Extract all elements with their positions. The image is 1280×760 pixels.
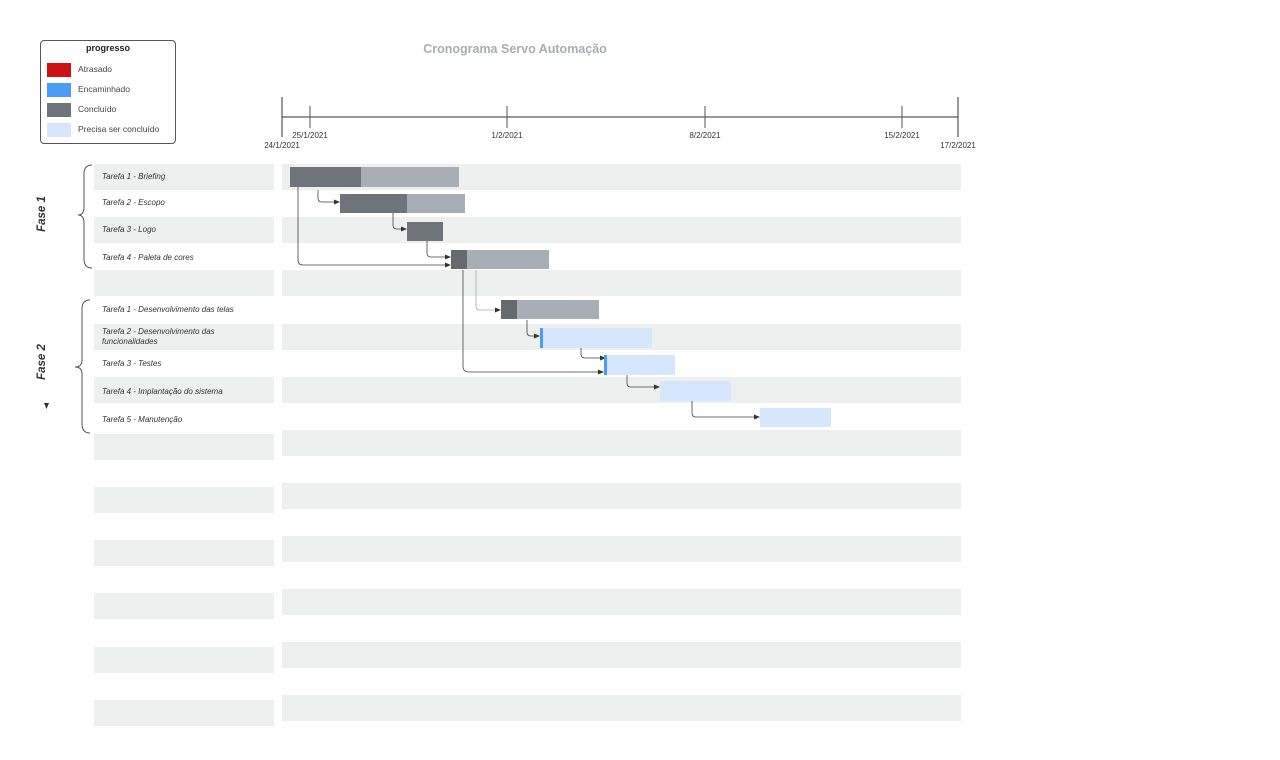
task-label-f2-t3: Tarefa 3 - Testes xyxy=(102,359,162,368)
legend-label: Encaminhado xyxy=(78,84,130,94)
task-label-f1-t3: Tarefa 3 - Logo xyxy=(102,225,156,234)
task-row-label-bg xyxy=(94,270,274,296)
tick-label: 25/1/2021 xyxy=(292,131,328,140)
task-row-label-bg xyxy=(94,593,274,619)
task-label-f1-t1: Tarefa 1 - Briefing xyxy=(102,172,166,181)
arrow-head-icon xyxy=(334,199,340,205)
arrow-head-icon xyxy=(654,384,660,390)
gantt-bar-done[interactable] xyxy=(501,300,517,319)
task-label-f2-t4: Tarefa 4 - Implantação do sistema xyxy=(102,387,223,396)
gantt-row-bg xyxy=(282,589,961,615)
gantt-bar-todo[interactable] xyxy=(760,408,831,427)
gantt-bar-done[interactable] xyxy=(290,167,361,187)
gantt-bar-in-progress[interactable] xyxy=(604,355,607,375)
gantt-row-bg xyxy=(282,642,961,668)
dependency-line xyxy=(526,320,536,337)
task-row-label-bg xyxy=(94,217,274,243)
task-row-label-bg xyxy=(94,540,274,566)
tick-label: 24/1/2021 xyxy=(264,141,300,150)
task-label-f1-t2: Tarefa 2 - Escopo xyxy=(102,198,165,207)
dependency-line xyxy=(691,401,756,418)
gantt-bar-in-progress[interactable] xyxy=(540,328,543,348)
gantt-row-bg xyxy=(282,377,961,403)
legend-swatch-red xyxy=(47,63,71,77)
legend-swatch-blue xyxy=(47,83,71,97)
chart-title: Cronograma Servo Automação xyxy=(423,42,607,56)
task-label-f2-t1: Tarefa 1 - Desenvolvimento das telas xyxy=(102,305,234,314)
gantt-row-bg xyxy=(282,270,961,296)
gantt-bar-todo[interactable] xyxy=(607,355,675,375)
gantt-bar-todo[interactable] xyxy=(543,328,652,348)
gantt-bar-done[interactable] xyxy=(340,194,407,213)
arrow-head-icon xyxy=(401,226,407,232)
gantt-row-bg xyxy=(282,536,961,562)
legend-title: progresso xyxy=(85,43,130,53)
gantt-bar-remaining[interactable] xyxy=(467,250,549,269)
gantt-row-bg xyxy=(282,695,961,721)
legend-item-precisa: Precisa ser concluído xyxy=(47,123,171,137)
legend-label: Precisa ser concluído xyxy=(78,124,160,134)
tick-label: 17/2/2021 xyxy=(940,141,976,150)
dependency-line xyxy=(580,348,602,359)
tick-label: 8/2/2021 xyxy=(689,131,721,140)
arrow-head-icon xyxy=(445,254,451,260)
gantt-bar-todo[interactable] xyxy=(660,381,731,401)
task-row-label-bg xyxy=(94,647,274,673)
marker-triangle-icon xyxy=(44,403,49,409)
legend-label: Concluído xyxy=(78,104,117,114)
legend-label: Atrasado xyxy=(78,64,113,74)
gantt-row-bg xyxy=(282,430,961,456)
arrow-head-icon xyxy=(495,307,501,313)
task-row-label-bg xyxy=(94,164,274,190)
arrow-head-icon xyxy=(754,414,760,420)
task-label-f1-t4: Tarefa 4 - Paleta de cores xyxy=(102,253,194,262)
gantt-row-bg xyxy=(282,483,961,509)
legend-swatch-lightblue xyxy=(47,123,71,137)
gantt-bar-remaining[interactable] xyxy=(407,194,465,213)
dependency-line xyxy=(475,270,497,311)
arrow-head-icon xyxy=(598,369,604,375)
legend-item-encaminhado: Encaminhado xyxy=(47,83,171,97)
dependency-line xyxy=(626,375,656,388)
dependency-line xyxy=(462,270,600,373)
task-row-label-bg xyxy=(94,487,274,513)
legend-swatch-gray xyxy=(47,103,71,117)
gantt-bar-done[interactable] xyxy=(451,250,467,269)
legend: progresso Atrasado Encaminhado Concluído… xyxy=(40,40,176,144)
dependency-line xyxy=(297,187,447,266)
gantt-bar-done[interactable] xyxy=(407,222,443,241)
dependency-line xyxy=(317,190,336,203)
gantt-row-bg xyxy=(282,217,961,243)
task-label-f2-t2: Tarefa 2 - Desenvolvimento das funcional… xyxy=(102,327,215,346)
arrow-head-icon xyxy=(445,262,451,268)
arrow-head-icon xyxy=(534,333,540,339)
phase-brace xyxy=(77,164,93,269)
arrow-head-icon xyxy=(600,355,606,361)
task-row-label-bg xyxy=(94,324,274,350)
task-row-label-bg xyxy=(94,700,274,726)
legend-item-atrasado: Atrasado xyxy=(47,63,171,77)
dependency-line xyxy=(392,213,403,230)
tick-label: 15/2/2021 xyxy=(884,131,920,140)
legend-item-concluido: Concluído xyxy=(47,103,171,117)
tick-label: 1/2/2021 xyxy=(491,131,523,140)
dependency-line xyxy=(426,241,447,258)
gantt-bar-remaining[interactable] xyxy=(361,167,459,187)
phase-brace xyxy=(74,299,91,434)
task-row-label-bg xyxy=(94,434,274,460)
task-row-label-bg xyxy=(94,377,274,403)
gantt-bar-remaining[interactable] xyxy=(517,300,599,319)
task-label-f2-t5: Tarefa 5 - Manutenção xyxy=(102,415,183,424)
